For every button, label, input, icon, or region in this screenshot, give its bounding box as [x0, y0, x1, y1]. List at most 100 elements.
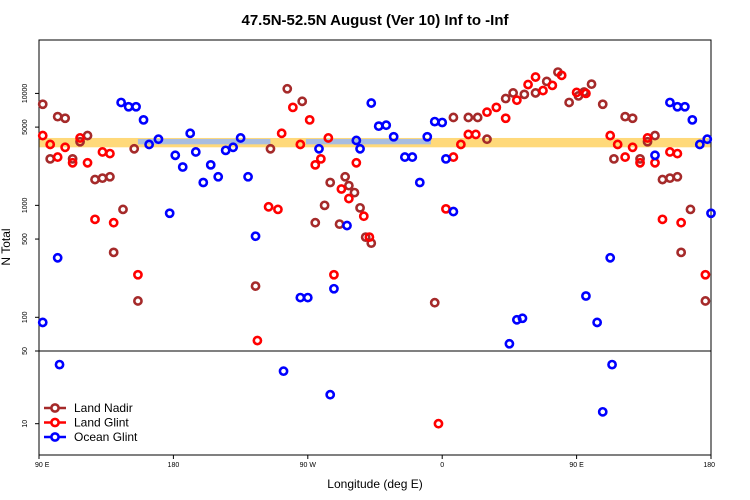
- ocean-glint-point: [366, 98, 377, 108]
- land-glint-point: [700, 269, 711, 280]
- legend-marker: [50, 417, 60, 428]
- land-nadir-point: [355, 202, 365, 213]
- land-nadir-point: [586, 79, 597, 90]
- land-nadir-point: [75, 136, 85, 147]
- ocean-glint-point: [414, 177, 425, 188]
- land-glint-point: [75, 133, 85, 143]
- ocean-glint-point: [213, 171, 224, 182]
- ocean-glint-point: [706, 208, 716, 219]
- land-glint-point: [273, 204, 283, 215]
- land-nadir-point: [463, 112, 474, 123]
- land-glint-point: [491, 102, 502, 113]
- land-glint-point: [470, 129, 481, 140]
- ocean-glint-point: [665, 97, 675, 108]
- y-tick-label: 50: [22, 347, 29, 355]
- land-nadir-point: [635, 154, 645, 164]
- land-nadir-point: [297, 96, 308, 107]
- land-nadir-point: [118, 204, 128, 215]
- ocean-glint-point: [355, 143, 365, 154]
- ocean-glint-point: [164, 208, 175, 219]
- ocean-glint-point: [381, 120, 392, 131]
- land-nadir-point: [564, 97, 575, 108]
- land-glint-point: [343, 193, 354, 204]
- land-glint-point: [530, 72, 541, 82]
- legend-label: Ocean Glint: [74, 430, 138, 444]
- land-glint-point: [310, 159, 321, 170]
- land-glint-point: [358, 211, 369, 222]
- ocean-glint-point: [278, 366, 289, 377]
- y-tick-label: 500: [22, 233, 29, 245]
- ocean-glint-point: [694, 139, 705, 150]
- ocean-glint-point: [138, 114, 149, 125]
- land-glint-point: [538, 85, 548, 96]
- legend-entry-ocean-glint: Ocean Glint: [44, 430, 138, 444]
- lower-panel-frame: [38, 350, 712, 456]
- legend-label: Land Nadir: [74, 401, 133, 415]
- y-axis-label: N Total: [0, 228, 13, 265]
- ocean-glint-point: [342, 220, 352, 231]
- land-nadir-point: [250, 281, 261, 291]
- ocean-glint-point: [388, 131, 399, 142]
- legend-marker: [50, 432, 60, 442]
- land-glint-point: [304, 114, 315, 125]
- land-glint-point: [581, 88, 591, 99]
- land-glint-point: [455, 139, 466, 150]
- land-nadir-point: [429, 297, 440, 308]
- land-glint-point: [90, 214, 100, 225]
- ocean-glint-point: [198, 177, 209, 188]
- ocean-glint-point: [325, 389, 336, 400]
- ocean-glint-point: [351, 135, 362, 146]
- land-nadir-point: [685, 204, 696, 215]
- ocean-glint-point: [650, 150, 660, 161]
- land-glint-point: [612, 139, 623, 150]
- land-glint-point: [351, 157, 362, 168]
- land-glint-point: [108, 217, 119, 228]
- land-glint-point: [295, 139, 306, 150]
- land-nadir-point: [60, 113, 71, 124]
- land-glint-point: [605, 130, 616, 141]
- ocean-glint-point: [702, 134, 713, 145]
- ocean-glint-point: [250, 231, 261, 242]
- land-glint-point: [105, 148, 115, 159]
- land-nadir-point: [319, 200, 330, 211]
- land-nadir-point: [482, 134, 492, 145]
- land-glint-point: [37, 130, 48, 141]
- ocean-glint-point: [54, 359, 65, 370]
- y-tick-label: 10: [22, 420, 29, 428]
- ocean-glint-point: [131, 101, 141, 112]
- x-tick-label: 90 E: [569, 462, 584, 469]
- axis-ticks: 90 E 180 90 W 0 90 E 180 50 100 500 1000 5000 10000…: [22, 84, 715, 469]
- ocean-glint-point: [190, 147, 201, 157]
- chart-title: 47.5N-52.5N August (Ver 10) Inf to -Inf: [242, 12, 510, 29]
- land-nadir-point: [310, 217, 321, 228]
- ocean-glint-point: [437, 117, 448, 128]
- land-glint-point: [364, 232, 375, 243]
- ocean-glint-point: [597, 406, 608, 417]
- land-nadir-point: [519, 89, 530, 100]
- land-glint-point: [133, 269, 143, 280]
- ocean-glint-point: [407, 152, 418, 162]
- y-tick-label: 5000: [22, 119, 29, 135]
- land-glint-point: [287, 102, 298, 113]
- land-glint-point: [329, 269, 339, 280]
- land-glint-point: [500, 113, 511, 124]
- land-nadir-point: [597, 99, 608, 110]
- ocean-glint-point: [314, 143, 324, 154]
- ocean-glint-point: [153, 134, 164, 145]
- ocean-glint-point: [144, 139, 155, 150]
- legend-marker: [50, 403, 60, 413]
- land-nadir-point: [108, 247, 119, 258]
- land-glint-point: [511, 95, 522, 106]
- x-tick-label: 180: [703, 462, 715, 469]
- land-nadir-point: [472, 112, 483, 123]
- land-nadir-point: [642, 136, 653, 147]
- land-nadir-point: [609, 154, 619, 164]
- x-tick-label: 90 E: [35, 462, 50, 469]
- land-glint-point: [547, 80, 558, 91]
- x-tick-label: 180: [168, 462, 180, 469]
- land-glint-point: [323, 133, 334, 143]
- ocean-glint-point: [52, 252, 63, 263]
- ocean-glint-point: [687, 114, 698, 125]
